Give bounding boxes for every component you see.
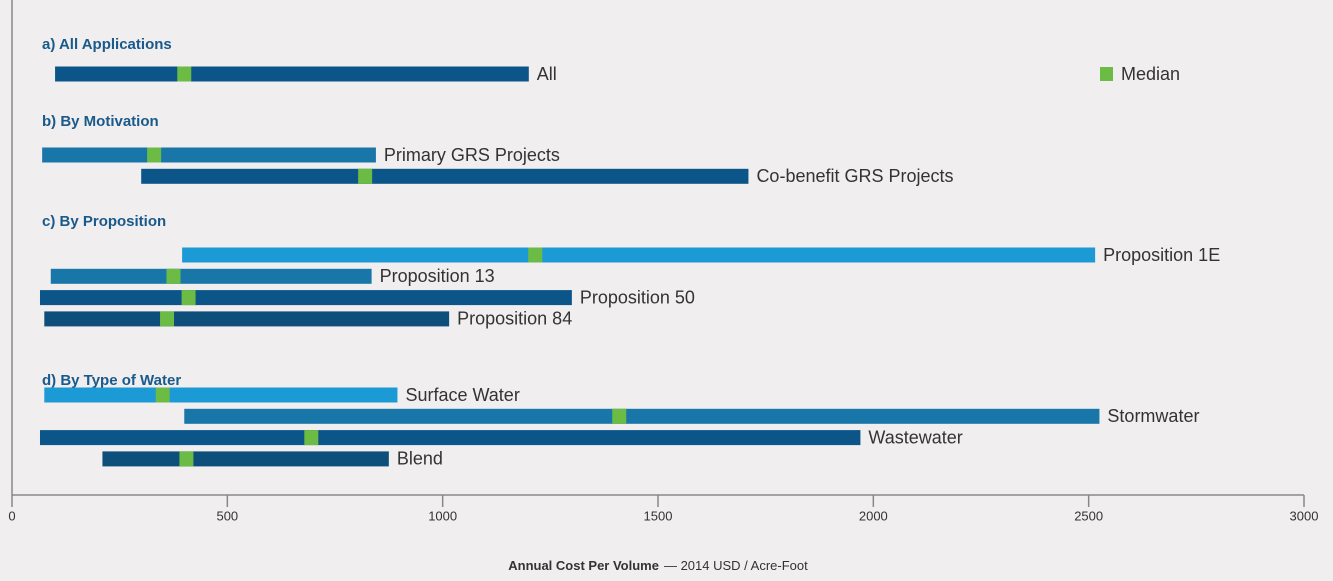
- median-marker: [147, 147, 162, 163]
- median-marker: [181, 290, 196, 306]
- range-bar: [184, 408, 1100, 424]
- range-bar: [182, 247, 1096, 263]
- x-axis-label-main: Annual Cost Per Volume: [508, 558, 659, 573]
- bar-label: Wastewater: [868, 427, 962, 447]
- median-marker: [166, 268, 181, 284]
- range-bar: [55, 66, 529, 82]
- x-axis-label-unit: — 2014 USD / Acre-Foot: [664, 558, 808, 573]
- bar-label: Stormwater: [1107, 406, 1199, 426]
- range-bar: [102, 451, 389, 467]
- x-tick-label: 0: [8, 508, 15, 523]
- legend-label: Median: [1121, 64, 1180, 84]
- x-tick-label: 1000: [428, 508, 457, 523]
- x-axis-label: Annual Cost Per Volume — 2014 USD / Acre-…: [508, 558, 808, 573]
- x-tick-label: 500: [216, 508, 238, 523]
- median-marker: [160, 311, 175, 327]
- legend-swatch: [1100, 67, 1113, 81]
- range-bar: [50, 268, 372, 284]
- median-marker: [304, 430, 319, 446]
- bar-label: Proposition 84: [457, 309, 572, 329]
- x-tick-label: 1500: [644, 508, 673, 523]
- group-title: b) By Motivation: [42, 113, 159, 130]
- group-title: d) By Type of Water: [42, 372, 181, 389]
- range-bar: [39, 290, 572, 306]
- bar-label: Primary GRS Projects: [384, 145, 560, 165]
- median-marker: [155, 387, 170, 403]
- bar-label: Proposition 1E: [1103, 245, 1220, 265]
- x-tick-label: 2000: [859, 508, 888, 523]
- group-title: c) By Proposition: [42, 213, 166, 230]
- range-bar: [39, 430, 861, 446]
- range-bar: [44, 387, 398, 403]
- range-bar: [44, 311, 450, 327]
- bar-label: Blend: [397, 449, 443, 469]
- group-title: a) All Applications: [42, 36, 172, 53]
- median-marker: [179, 451, 194, 467]
- median-marker: [528, 247, 543, 263]
- bar-label: Proposition 13: [380, 266, 495, 286]
- x-tick-label: 2500: [1074, 508, 1103, 523]
- median-marker: [358, 168, 373, 184]
- range-bar: [42, 147, 376, 163]
- x-tick-label: 3000: [1290, 508, 1319, 523]
- median-marker: [177, 66, 192, 82]
- range-bar: [141, 168, 749, 184]
- bar-label: Surface Water: [405, 385, 519, 405]
- bar-label: All: [537, 64, 557, 84]
- median-marker: [612, 408, 627, 424]
- bar-label: Proposition 50: [580, 287, 695, 307]
- bar-label: Co-benefit GRS Projects: [756, 166, 953, 186]
